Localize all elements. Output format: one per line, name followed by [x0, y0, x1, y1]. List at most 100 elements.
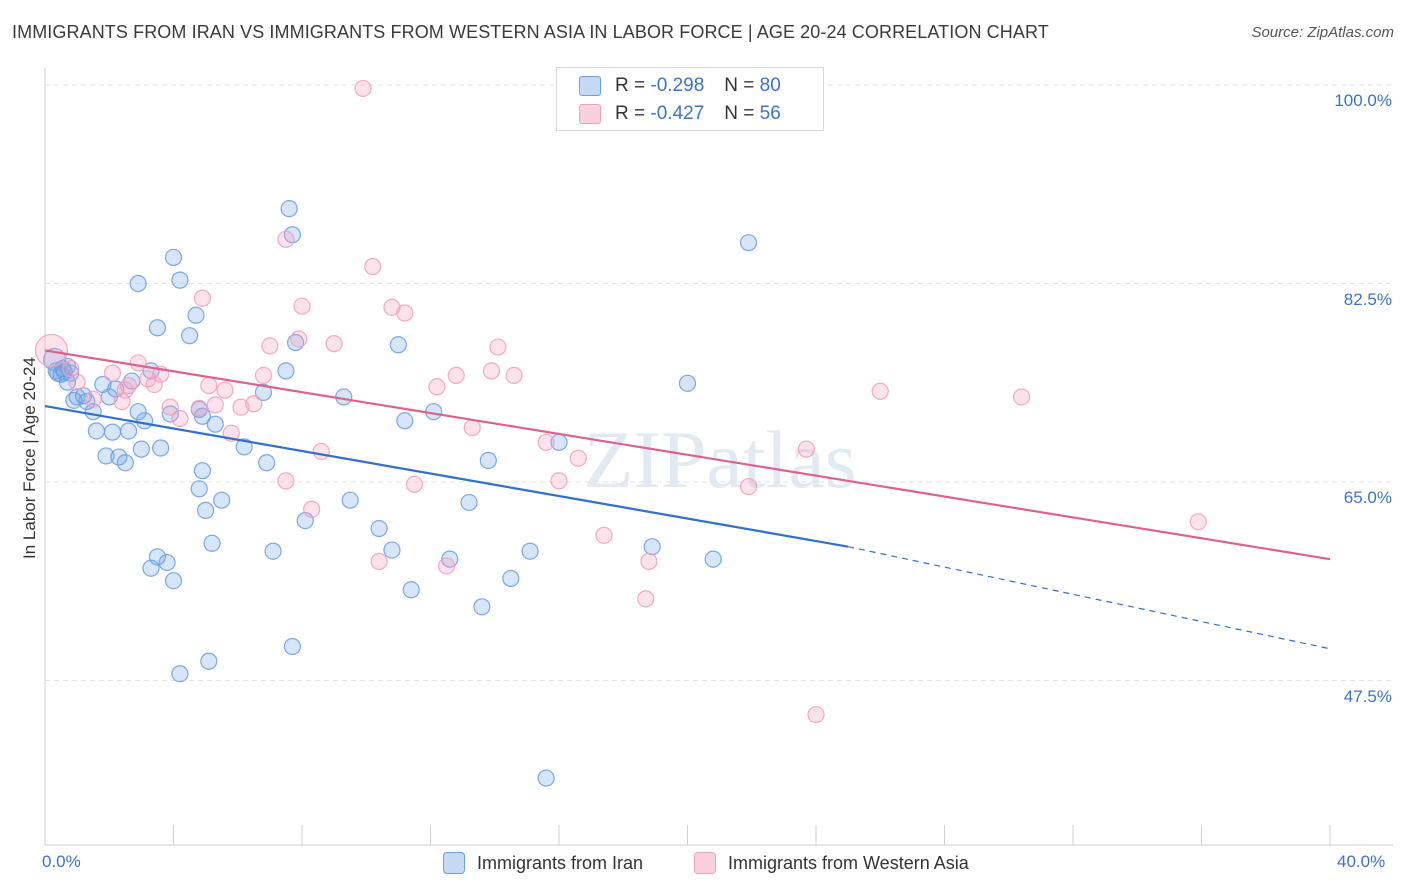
legend-row-wasia: R = -0.427 N = 56	[579, 102, 781, 126]
data-point	[293, 297, 311, 315]
data-point	[428, 378, 446, 396]
data-point	[116, 454, 134, 472]
data-point	[277, 472, 295, 490]
data-point	[396, 304, 414, 322]
data-point	[550, 472, 568, 490]
data-point	[277, 362, 295, 380]
data-point	[62, 364, 80, 382]
data-point	[235, 438, 253, 456]
data-point	[489, 338, 507, 356]
data-point	[164, 572, 183, 590]
data-point	[383, 541, 401, 559]
data-point	[254, 366, 273, 384]
data-point	[119, 422, 138, 440]
data-point	[197, 501, 215, 519]
r-value-wasia: -0.427	[650, 103, 705, 124]
data-point	[206, 396, 224, 414]
data-point	[264, 542, 282, 560]
data-point	[739, 477, 758, 496]
data-point	[325, 335, 343, 353]
data-point	[132, 440, 150, 458]
legend-item-iran[interactable]: Immigrants from Iran	[443, 852, 643, 874]
legend-swatch-wasia	[579, 104, 601, 124]
data-point	[370, 552, 388, 571]
r-label: R =	[615, 75, 646, 96]
data-point	[643, 538, 661, 556]
data-point	[537, 433, 555, 451]
data-point	[312, 442, 330, 460]
trend-line-iran	[44, 404, 849, 548]
data-point	[1189, 513, 1207, 531]
legend-swatch-wasia	[694, 852, 716, 874]
chart-title: IMMIGRANTS FROM IRAN VS IMMIGRANTS FROM …	[12, 22, 1049, 42]
trend-line-wasia	[44, 349, 1331, 561]
data-point	[370, 519, 388, 538]
legend-swatch-iran	[443, 852, 465, 874]
data-point	[103, 364, 122, 382]
data-point	[129, 354, 147, 372]
legend-row-iran: R = -0.298 N = 80	[579, 74, 781, 98]
series-wasia-points	[34, 79, 1207, 724]
data-point	[739, 234, 758, 252]
data-point	[68, 373, 86, 391]
series-legend: Immigrants from Iran Immigrants from Wes…	[0, 852, 1406, 878]
data-point	[190, 399, 208, 417]
data-point	[203, 534, 221, 552]
data-point	[158, 553, 176, 572]
data-point	[569, 449, 587, 467]
data-point	[180, 327, 199, 345]
trend-line-iran-extension	[848, 546, 1331, 650]
y-tick-label: 65.0%	[1343, 488, 1392, 508]
data-point	[396, 412, 414, 430]
data-point	[232, 398, 250, 416]
n-label: N =	[724, 103, 755, 124]
data-point	[261, 337, 279, 355]
data-point	[216, 381, 234, 399]
y-tick-label: 47.5%	[1343, 686, 1392, 706]
data-point	[460, 493, 478, 512]
data-point	[637, 590, 655, 608]
data-point	[389, 336, 407, 354]
data-point	[254, 383, 273, 402]
data-point	[200, 377, 218, 395]
data-point	[704, 550, 722, 568]
data-point	[135, 412, 154, 430]
data-point	[473, 598, 491, 616]
data-point	[290, 330, 308, 348]
data-point	[119, 377, 138, 395]
x-tick-label-min: 0.0%	[42, 852, 81, 871]
legend-item-wasia[interactable]: Immigrants from Western Asia	[694, 852, 969, 874]
data-point	[193, 462, 212, 480]
r-value-iran: -0.298	[650, 75, 705, 96]
data-point	[187, 306, 205, 324]
data-point	[1012, 388, 1031, 406]
data-point	[152, 439, 170, 457]
x-tick-label-max: 40.0%	[1337, 852, 1386, 871]
legend-swatch-iran	[579, 76, 601, 96]
data-point	[871, 382, 889, 400]
data-point	[402, 581, 420, 599]
n-value-iran: 80	[759, 75, 781, 96]
data-point	[129, 403, 147, 421]
data-point	[148, 319, 167, 337]
legend-label-wasia: Immigrants from Western Asia	[728, 852, 969, 873]
data-point	[807, 705, 825, 724]
data-point	[537, 769, 555, 787]
data-point	[521, 542, 539, 560]
data-point	[113, 392, 131, 411]
data-point	[479, 451, 497, 470]
data-point	[161, 398, 179, 416]
data-point	[364, 257, 382, 276]
trend-lines	[44, 349, 1331, 650]
data-point	[193, 289, 212, 307]
data-point	[164, 248, 183, 267]
data-point	[437, 557, 456, 575]
data-point	[97, 447, 115, 465]
data-point	[171, 271, 189, 289]
data-point	[103, 423, 122, 441]
data-point	[213, 491, 231, 509]
data-point	[145, 375, 163, 394]
data-point	[280, 200, 298, 218]
data-point	[341, 491, 359, 509]
data-point	[258, 454, 276, 472]
